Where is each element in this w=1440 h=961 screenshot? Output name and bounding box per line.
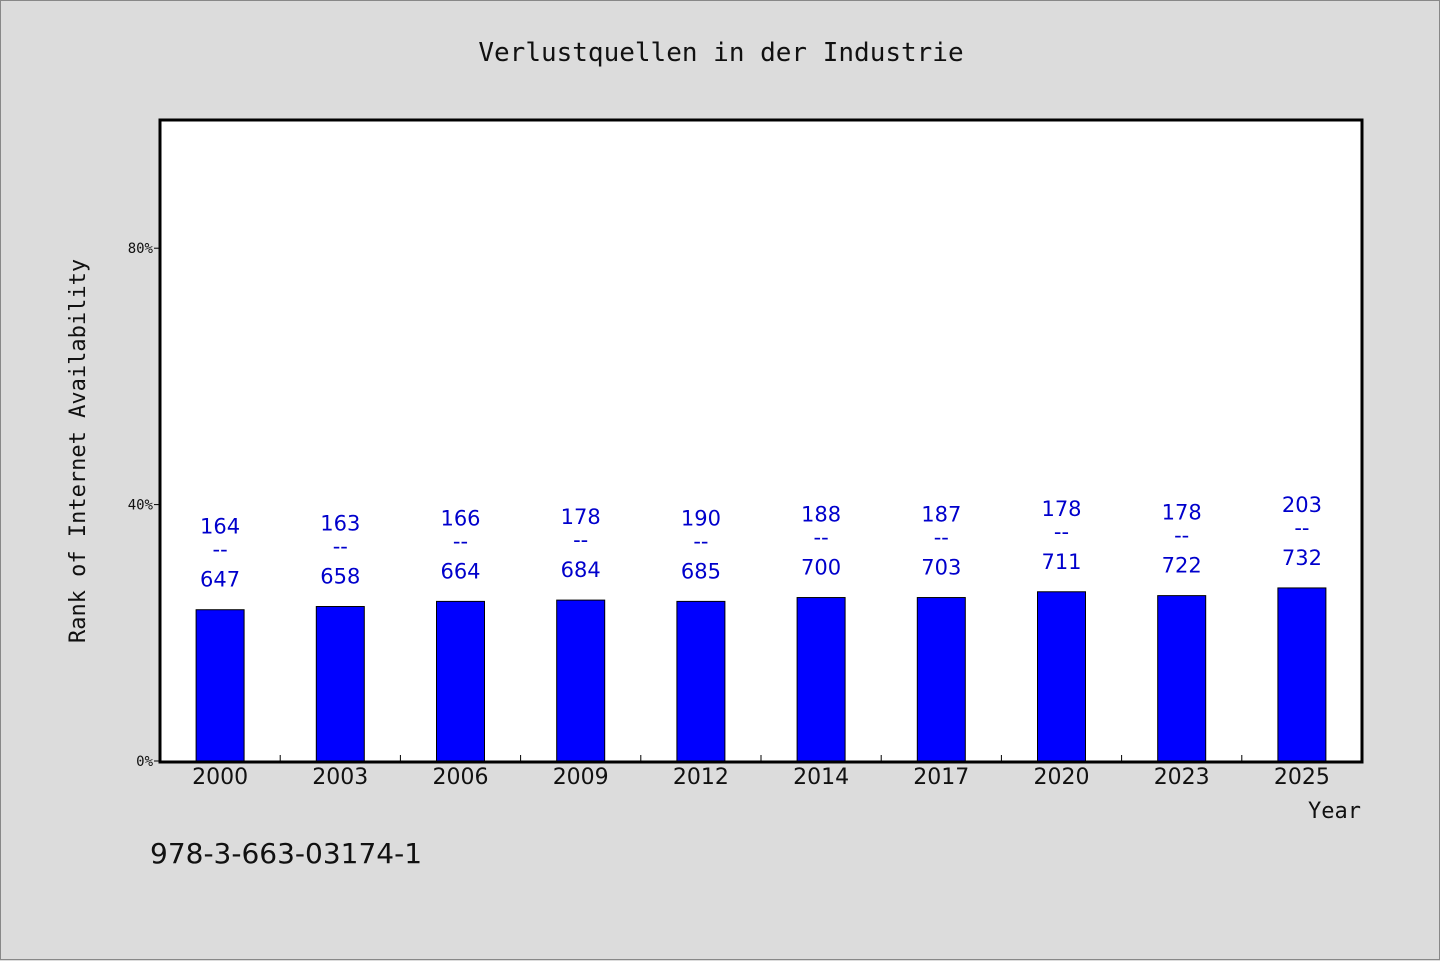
data-label-separator: -- [333, 535, 348, 559]
x-tick-label: 2020 [1034, 765, 1090, 790]
data-label-separator: -- [573, 528, 588, 552]
chart-title: Verlustquellen in der Industrie [478, 38, 963, 68]
data-label-top: 178 [1162, 501, 1202, 525]
bar [1277, 587, 1327, 762]
x-tick-label: 2017 [913, 765, 969, 790]
x-axis: 2000 2003 2006 2009 2012 2014 2017 2020 2023 2025 [192, 755, 1330, 790]
isbn-label: 978-3-663-03174-1 [150, 837, 422, 870]
y-axis: 0% 40% 80% [128, 241, 160, 770]
data-label-separator: -- [1054, 520, 1069, 544]
data-label-bottom: 722 [1162, 554, 1202, 578]
x-tick-label: 2012 [673, 765, 729, 790]
x-tick-label: 2023 [1154, 765, 1210, 790]
data-label-separator: -- [934, 526, 949, 550]
data-label-bottom: 732 [1282, 546, 1322, 570]
bar [436, 600, 485, 762]
x-axis-title: Year [1308, 799, 1361, 824]
x-tick-label: 2025 [1274, 765, 1330, 790]
bar [556, 599, 606, 762]
data-label-top: 178 [561, 505, 601, 529]
data-label-bottom: 664 [440, 559, 480, 583]
bar [195, 609, 245, 762]
data-label-bottom: 647 [200, 568, 240, 592]
data-label-separator: -- [1174, 524, 1189, 548]
data-label-top: 164 [200, 515, 240, 539]
bar [315, 606, 365, 762]
bar [916, 597, 966, 762]
data-label-bottom: 711 [1041, 550, 1081, 574]
bar [1037, 591, 1086, 762]
x-tick-label: 2003 [312, 765, 368, 790]
data-label-separator: -- [693, 529, 708, 553]
y-axis-title: Rank of Internet Availability [66, 259, 91, 643]
data-label-bottom: 658 [320, 565, 360, 589]
data-label-top: 190 [681, 506, 721, 530]
x-tick-label: 2006 [433, 765, 489, 790]
bar [796, 597, 846, 762]
data-label-top: 178 [1041, 497, 1081, 521]
x-tick-label: 2009 [553, 765, 609, 790]
data-label-top: 166 [440, 506, 480, 530]
x-tick-label: 2000 [192, 765, 248, 790]
data-label-bottom: 685 [681, 559, 721, 583]
data-label-top: 188 [801, 503, 841, 527]
y-tick-label: 0% [136, 754, 153, 770]
data-label-separator: -- [453, 529, 468, 553]
data-label-separator: -- [1294, 516, 1309, 540]
y-tick-label: 80% [128, 241, 154, 257]
x-tick-label: 2014 [793, 765, 849, 790]
data-label-top: 163 [320, 512, 360, 536]
data-label-bottom: 700 [801, 556, 841, 580]
bar [676, 600, 726, 762]
data-labels: 164--647163--658166--664178--684190--685… [200, 493, 1322, 592]
data-label-separator: -- [814, 526, 829, 550]
bar [1157, 595, 1207, 762]
data-label-separator: -- [213, 538, 228, 562]
bar-series [195, 587, 1327, 762]
data-label-bottom: 684 [561, 558, 601, 582]
data-label-bottom: 703 [921, 556, 961, 580]
data-label-top: 203 [1282, 493, 1322, 517]
y-tick-label: 40% [128, 498, 154, 514]
data-label-top: 187 [921, 503, 961, 527]
